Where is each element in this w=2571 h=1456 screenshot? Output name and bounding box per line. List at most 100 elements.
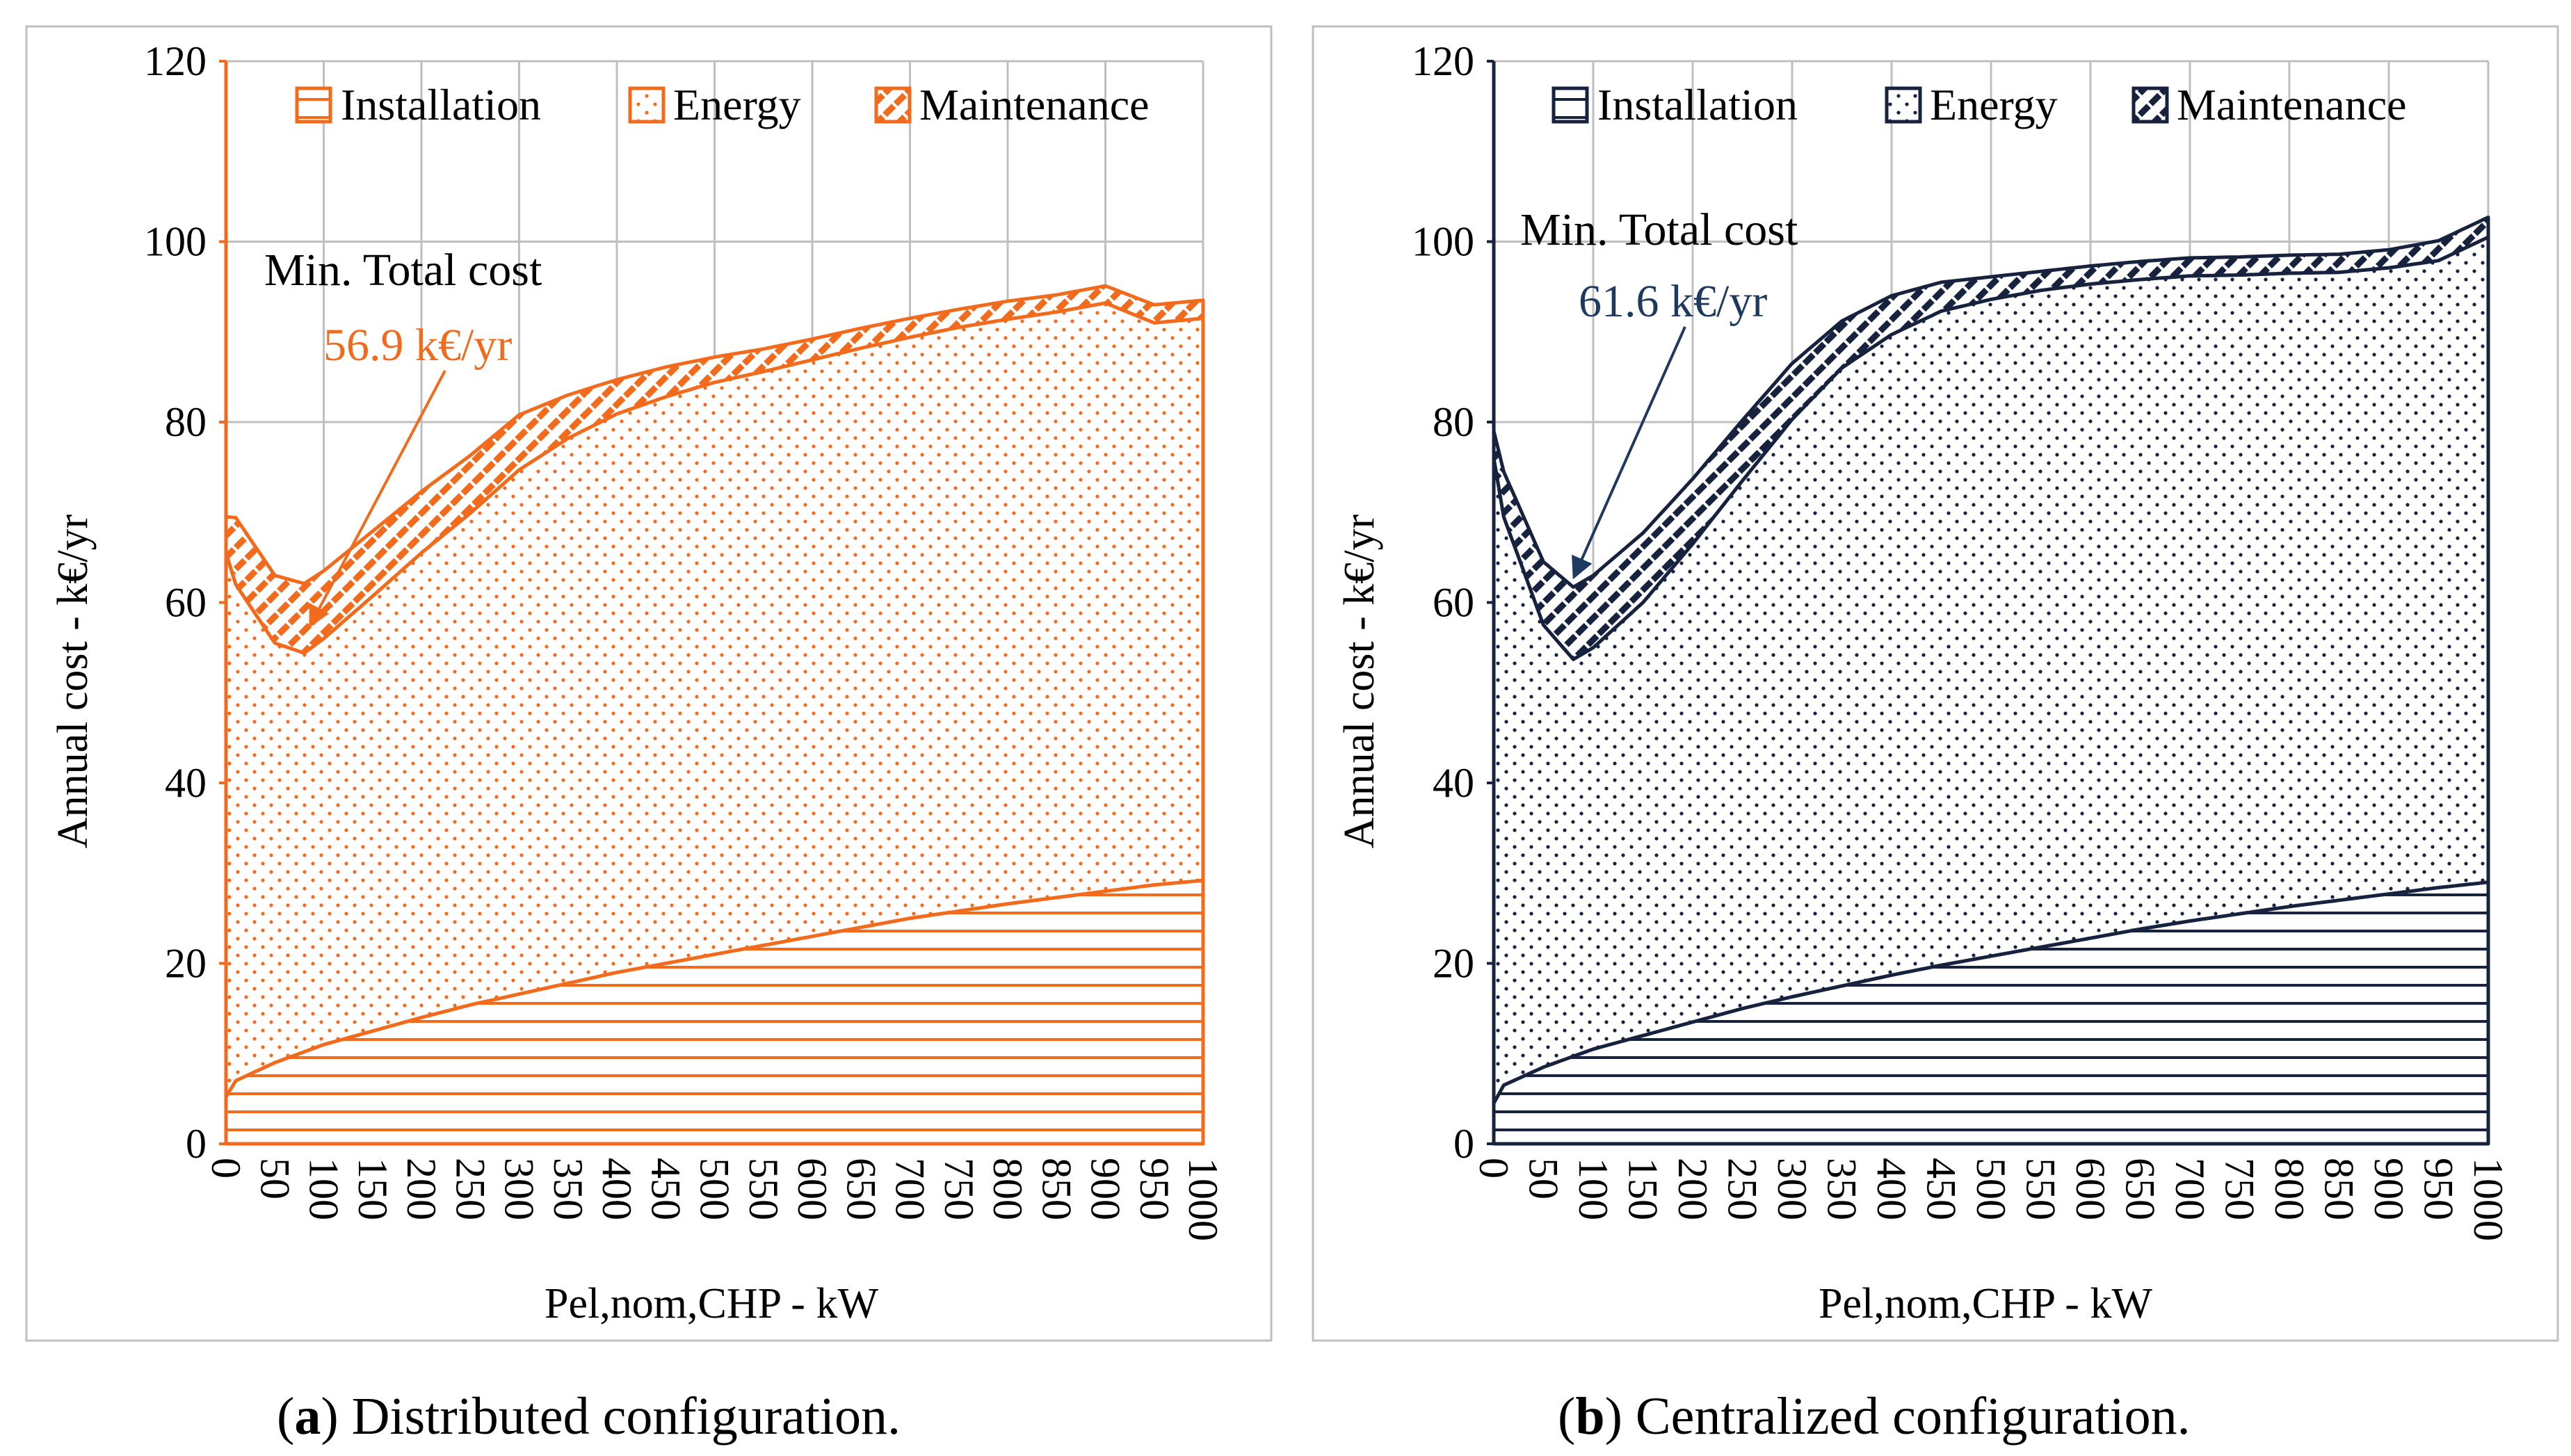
annotation-arrow [309,370,446,629]
legend-swatch-maintenance [2131,86,2169,124]
legend-label-energy: Energy [673,80,801,129]
x-tick-label: 900 [2366,1158,2412,1220]
x-tick-label: 300 [1769,1158,1815,1220]
x-tick-label: 500 [692,1158,738,1220]
x-tick-label: 0 [203,1158,249,1179]
y-tick-label: 0 [1453,1121,1474,1167]
panel-a-axes [219,60,1203,1146]
x-tick-label: 900 [1083,1158,1129,1220]
x-tick-label: 450 [643,1158,688,1220]
x-tick-label: 800 [985,1158,1031,1220]
x-tick-label: 250 [1720,1158,1766,1220]
annotation-arrow [1572,326,1686,580]
panel-a-legend: Installation Energy Maintenance [295,80,1150,129]
x-tick-label: 350 [545,1158,591,1220]
x-tick-label: 400 [594,1158,640,1220]
caption-paren-open: ( [277,1387,294,1446]
x-tick-label: 950 [2416,1158,2462,1220]
y-tick-label: 20 [1433,941,1474,987]
x-tick-label: 750 [2217,1158,2263,1220]
area-maintenance [1492,216,2490,661]
x-tick-label: 750 [936,1158,982,1220]
panel-a-x-ticks: 0 50 100 150 200 250 300 350 400 450 500 550 600 650 7… [203,1158,1226,1241]
annotation-title: Min. Total cost [1520,204,1798,255]
x-tick-label: 200 [1670,1158,1716,1220]
x-tick-label: 550 [2018,1158,2064,1220]
y-tick-label: 100 [144,219,207,265]
x-tick-label: 700 [887,1158,933,1220]
x-tick-label: 400 [1869,1158,1915,1220]
y-tick-label: 100 [1412,219,1474,265]
panel-a-x-axis-title: Pel,nom,CHP - kW [545,1280,878,1327]
x-tick-label: 550 [741,1158,787,1220]
x-tick-label: 950 [1131,1158,1177,1220]
legend-swatch-installation [1552,86,1589,124]
legend-label-energy: Energy [1930,80,2058,129]
x-tick-label: 600 [2068,1158,2113,1220]
panel-a-y-ticks: 0 20 40 60 80 100 120 [144,38,207,1167]
x-tick-label: 1000 [1180,1158,1226,1241]
x-tick-label: 850 [2316,1158,2362,1220]
panel-b-x-axis-title: Pel,nom,CHP - kW [1819,1280,2152,1327]
caption-text: ) Centralized configuration. [1605,1387,2191,1446]
y-tick-label: 60 [165,580,207,626]
y-tick-label: 120 [1412,38,1474,84]
panel-a-areas [224,284,1205,1146]
caption-label: b [1575,1387,1604,1446]
x-tick-label: 200 [398,1158,444,1220]
x-tick-label: 850 [1033,1158,1079,1220]
legend-swatch-energy [1885,86,1922,124]
x-tick-label: 150 [1620,1158,1666,1220]
x-tick-label: 50 [252,1158,298,1199]
x-tick-label: 250 [447,1158,493,1220]
panel-a-y-axis-title: Annual cost - k€/yr [49,514,97,848]
legend-label-maintenance: Maintenance [2177,80,2407,129]
panel-a-caption: (a) Distributed configuration. [277,1387,901,1446]
caption-paren-open: ( [1558,1387,1575,1446]
x-tick-label: 600 [789,1158,835,1220]
panel-b-areas [1492,216,2490,1146]
x-tick-label: 650 [2118,1158,2163,1220]
legend-swatch-energy [628,86,666,124]
panel-a-frame [25,25,1273,1342]
panel-b-frame [1312,25,2559,1342]
legend-label-maintenance: Maintenance [919,80,1150,129]
panel-b-legend: Installation Energy Maintenance [1552,80,2407,129]
panel-b-x-ticks: 0 50 100 150 200 250 300 350 400 450 500 550 600 650 7… [1471,1158,2511,1241]
x-tick-label: 50 [1521,1158,1567,1199]
panel-b-annotation: Min. Total cost 61.6 k€/yr [1520,204,1798,580]
panel-b-caption: (b) Centralized configuration. [1558,1387,2191,1446]
caption-text: ) Distributed configuration. [321,1387,901,1446]
y-tick-label: 20 [165,941,207,987]
x-tick-label: 500 [1968,1158,2014,1220]
x-tick-label: 1000 [2465,1158,2511,1241]
panel-b-axes [1487,60,2488,1146]
x-tick-label: 700 [2167,1158,2213,1220]
x-tick-label: 800 [2266,1158,2312,1220]
panel-b-y-ticks: 0 20 40 60 80 100 120 [1412,38,1474,1167]
y-tick-label: 40 [165,760,207,806]
x-tick-label: 100 [1570,1158,1616,1220]
legend-label-installation: Installation [341,80,541,129]
caption-label: a [294,1387,321,1446]
annotation-value: 56.9 k€/yr [323,320,512,371]
legend-label-installation: Installation [1597,80,1798,129]
y-tick-label: 80 [165,399,207,445]
x-tick-label: 0 [1471,1158,1517,1179]
legend-swatch-maintenance [874,86,912,124]
x-tick-label: 300 [497,1158,542,1220]
y-tick-label: 0 [186,1121,207,1167]
annotation-title: Min. Total cost [264,245,542,296]
x-tick-label: 450 [1919,1158,1965,1220]
annotation-value: 61.6 k€/yr [1579,276,1767,327]
x-tick-label: 350 [1819,1158,1865,1220]
y-tick-label: 120 [144,38,207,84]
x-tick-label: 100 [301,1158,347,1220]
y-tick-label: 60 [1433,580,1474,626]
y-tick-label: 80 [1433,399,1474,445]
panel-a-annotation: Min. Total cost 56.9 k€/yr [264,245,542,629]
legend-swatch-installation [295,86,332,124]
